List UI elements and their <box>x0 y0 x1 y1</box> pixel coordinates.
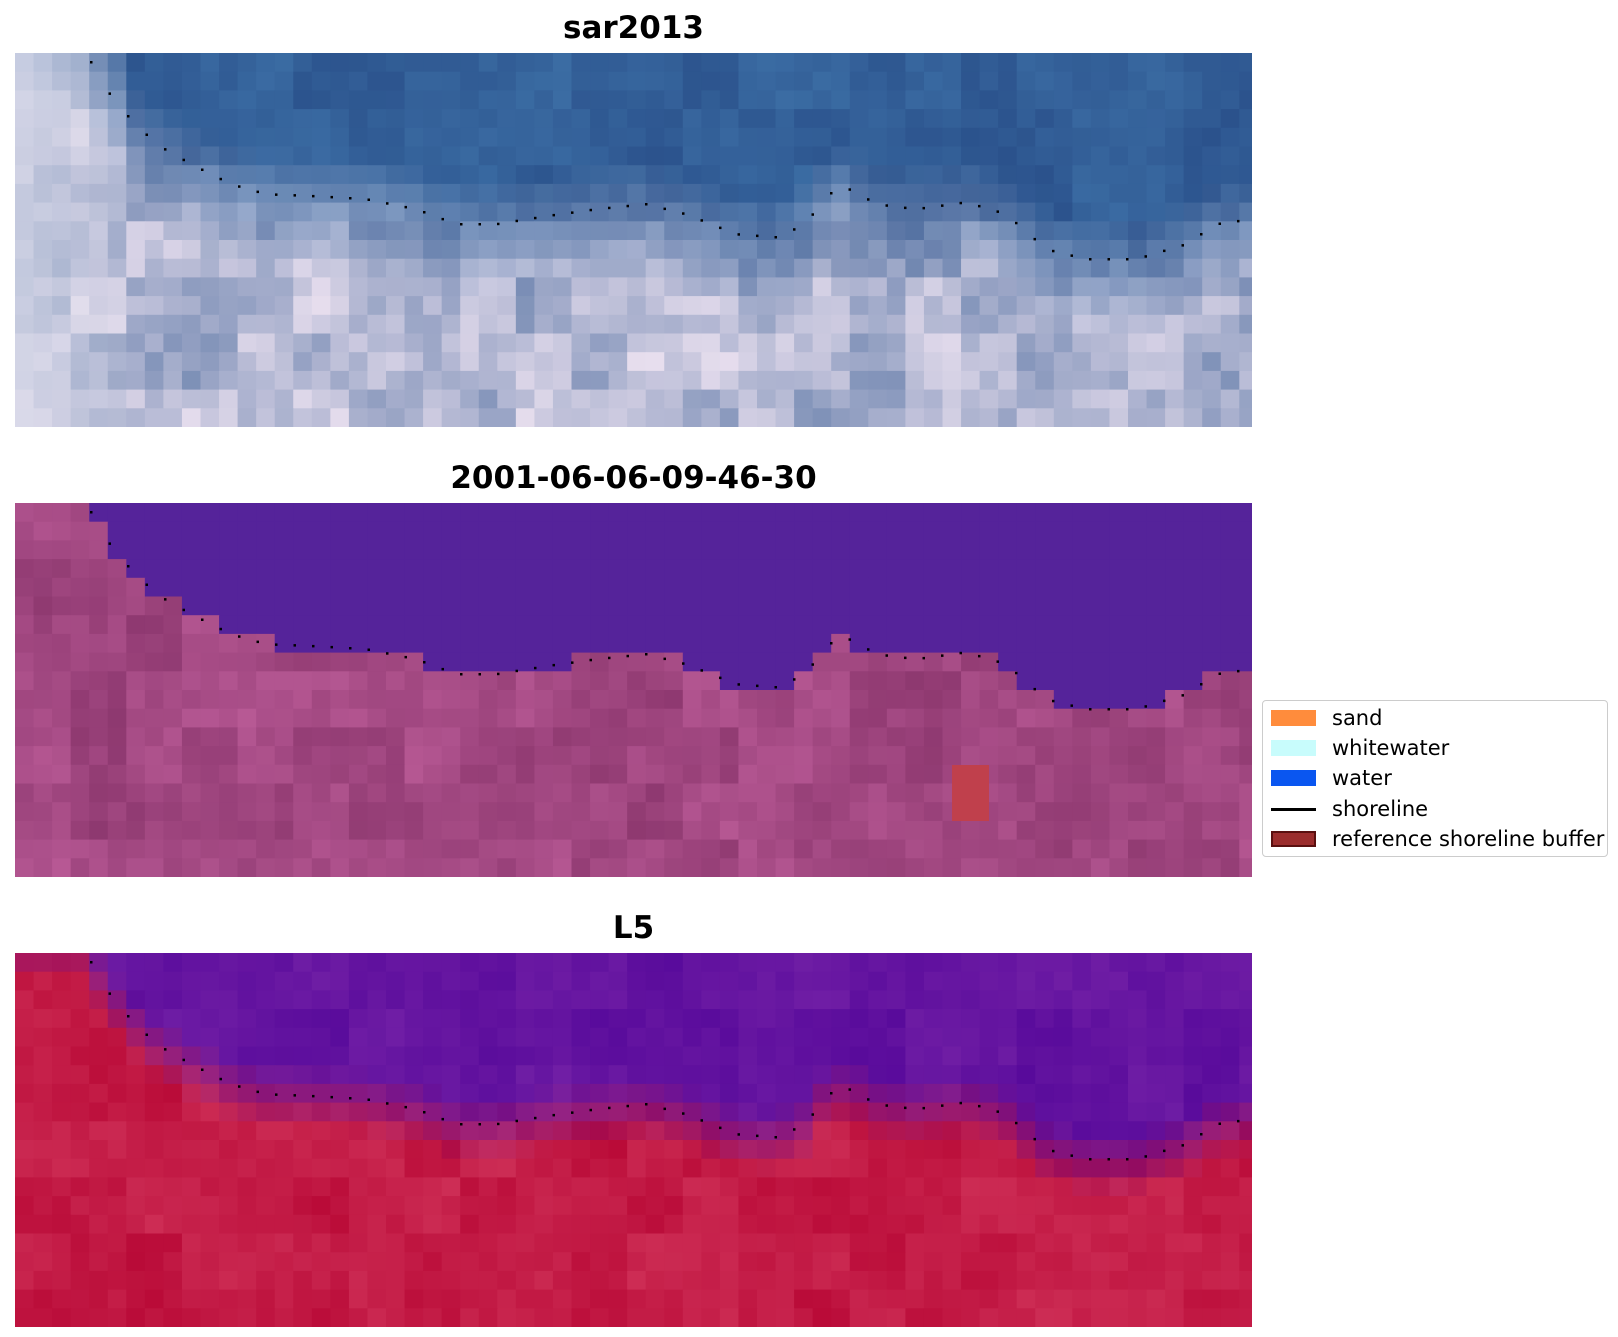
whitewater-swatch <box>1271 740 1316 756</box>
legend-label-shoreline: shoreline <box>1332 797 1429 821</box>
reference-buffer-swatch <box>1271 831 1316 847</box>
legend: sand whitewater water shoreline referenc… <box>1262 700 1608 857</box>
legend-item-sand: sand <box>1271 704 1382 732</box>
classified-image-panel <box>15 503 1252 877</box>
shoreline-line-swatch <box>1271 807 1316 811</box>
legend-label-reference-buffer: reference shoreline buffer <box>1332 827 1605 851</box>
index-image-panel <box>15 953 1252 1327</box>
index-image <box>15 953 1252 1327</box>
rgb-image <box>15 53 1252 427</box>
legend-item-reference-buffer: reference shoreline buffer <box>1271 825 1604 853</box>
reference-buffer-patch <box>952 765 989 821</box>
legend-item-water: water <box>1271 764 1392 792</box>
panel-title-classified: 2001-06-06-09-46-30 <box>450 460 817 496</box>
panel-title-rgb: sar2013 <box>563 10 704 46</box>
legend-label-whitewater: whitewater <box>1332 736 1450 760</box>
shoreline-dots <box>90 961 1240 1161</box>
classified-image <box>15 503 1252 877</box>
shoreline-dots <box>90 511 1240 711</box>
legend-label-water: water <box>1332 766 1392 790</box>
legend-item-whitewater: whitewater <box>1271 734 1449 762</box>
water-swatch <box>1271 770 1316 786</box>
legend-label-sand: sand <box>1332 706 1383 730</box>
shoreline-dots <box>90 61 1240 261</box>
rgb-image-panel <box>15 53 1252 427</box>
panel-title-index: L5 <box>612 910 655 946</box>
legend-item-shoreline: shoreline <box>1271 795 1428 823</box>
sand-swatch <box>1271 710 1316 726</box>
